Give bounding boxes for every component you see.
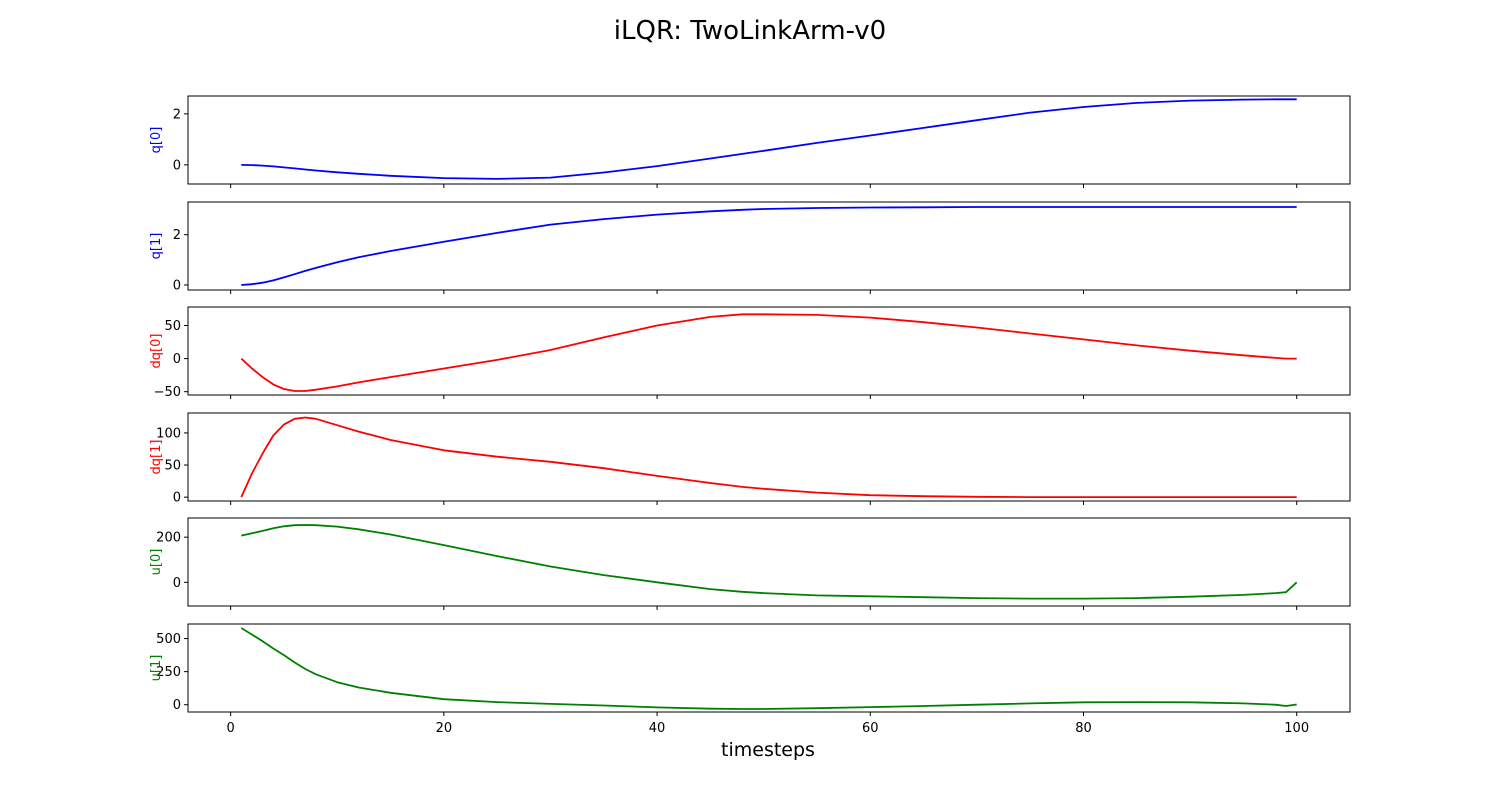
y-tick-label: 500 — [156, 632, 181, 647]
subplot-u1: 0 250 500 u[1] — [149, 623, 1351, 716]
y-tick-label: 0 — [173, 491, 181, 506]
x-tick-label: 0 — [227, 721, 235, 736]
y-axis-label-u0: u[0] — [149, 549, 164, 576]
x-tick-label: 80 — [1075, 721, 1092, 736]
subplot-q1: 0 2 q[1] — [149, 201, 1351, 294]
y-axis-label-dq0: dq[0] — [149, 334, 164, 369]
x-tick-label: 20 — [436, 721, 453, 736]
y-axis-label-q1: q[1] — [149, 233, 164, 260]
y-axis-label-u1: u[1] — [149, 655, 164, 682]
series-line-u1 — [240, 627, 1297, 710]
x-axis-title: timesteps — [721, 739, 815, 761]
axes-frame — [187, 412, 1351, 502]
y-tick-label: 0 — [173, 576, 181, 591]
y-tick-label: 0 — [173, 352, 181, 367]
y-tick-label: −50 — [154, 385, 181, 400]
series-line-q1 — [241, 206, 1297, 286]
y-axis-label-dq1: dq[1] — [149, 440, 164, 475]
x-tick-label: 100 — [1284, 721, 1309, 736]
axes-frame — [187, 517, 1351, 607]
x-axis-ticks: 0 20 40 60 80 100 — [227, 721, 1310, 736]
y-tick-label: 0 — [173, 278, 181, 293]
y-tick-label: 2 — [173, 228, 181, 243]
series-line-dq0 — [240, 313, 1297, 392]
series-line-u0 — [241, 524, 1298, 600]
axes-frame — [187, 95, 1351, 185]
subplot-q0: 0 2 q[0] — [149, 95, 1351, 188]
y-tick-label: 0 — [173, 158, 181, 173]
x-tick-label: 60 — [862, 721, 879, 736]
y-tick-label: 200 — [156, 531, 181, 546]
series-line-dq1 — [240, 416, 1297, 499]
subplot-panels: 02q[0]02q[1]−50050dq[0]050100dq[1]0200u[… — [149, 95, 1351, 716]
y-tick-label: 100 — [156, 426, 181, 441]
axes-frame — [187, 306, 1351, 396]
y-tick-label: 50 — [164, 319, 181, 334]
axes-frame — [187, 201, 1351, 291]
y-tick-label: 0 — [173, 698, 181, 713]
chart-title: iLQR: TwoLinkArm-v0 — [614, 16, 886, 46]
y-tick-label: 250 — [156, 665, 181, 680]
series-line-q0 — [241, 98, 1297, 180]
y-tick-label: 50 — [164, 459, 181, 474]
x-tick-label: 40 — [649, 721, 666, 736]
axes-frame — [187, 623, 1351, 713]
y-axis-label-q0: q[0] — [149, 127, 164, 154]
y-tick-label: 2 — [173, 107, 181, 122]
subplot-u0: 0 200 u[0] — [149, 517, 1351, 610]
